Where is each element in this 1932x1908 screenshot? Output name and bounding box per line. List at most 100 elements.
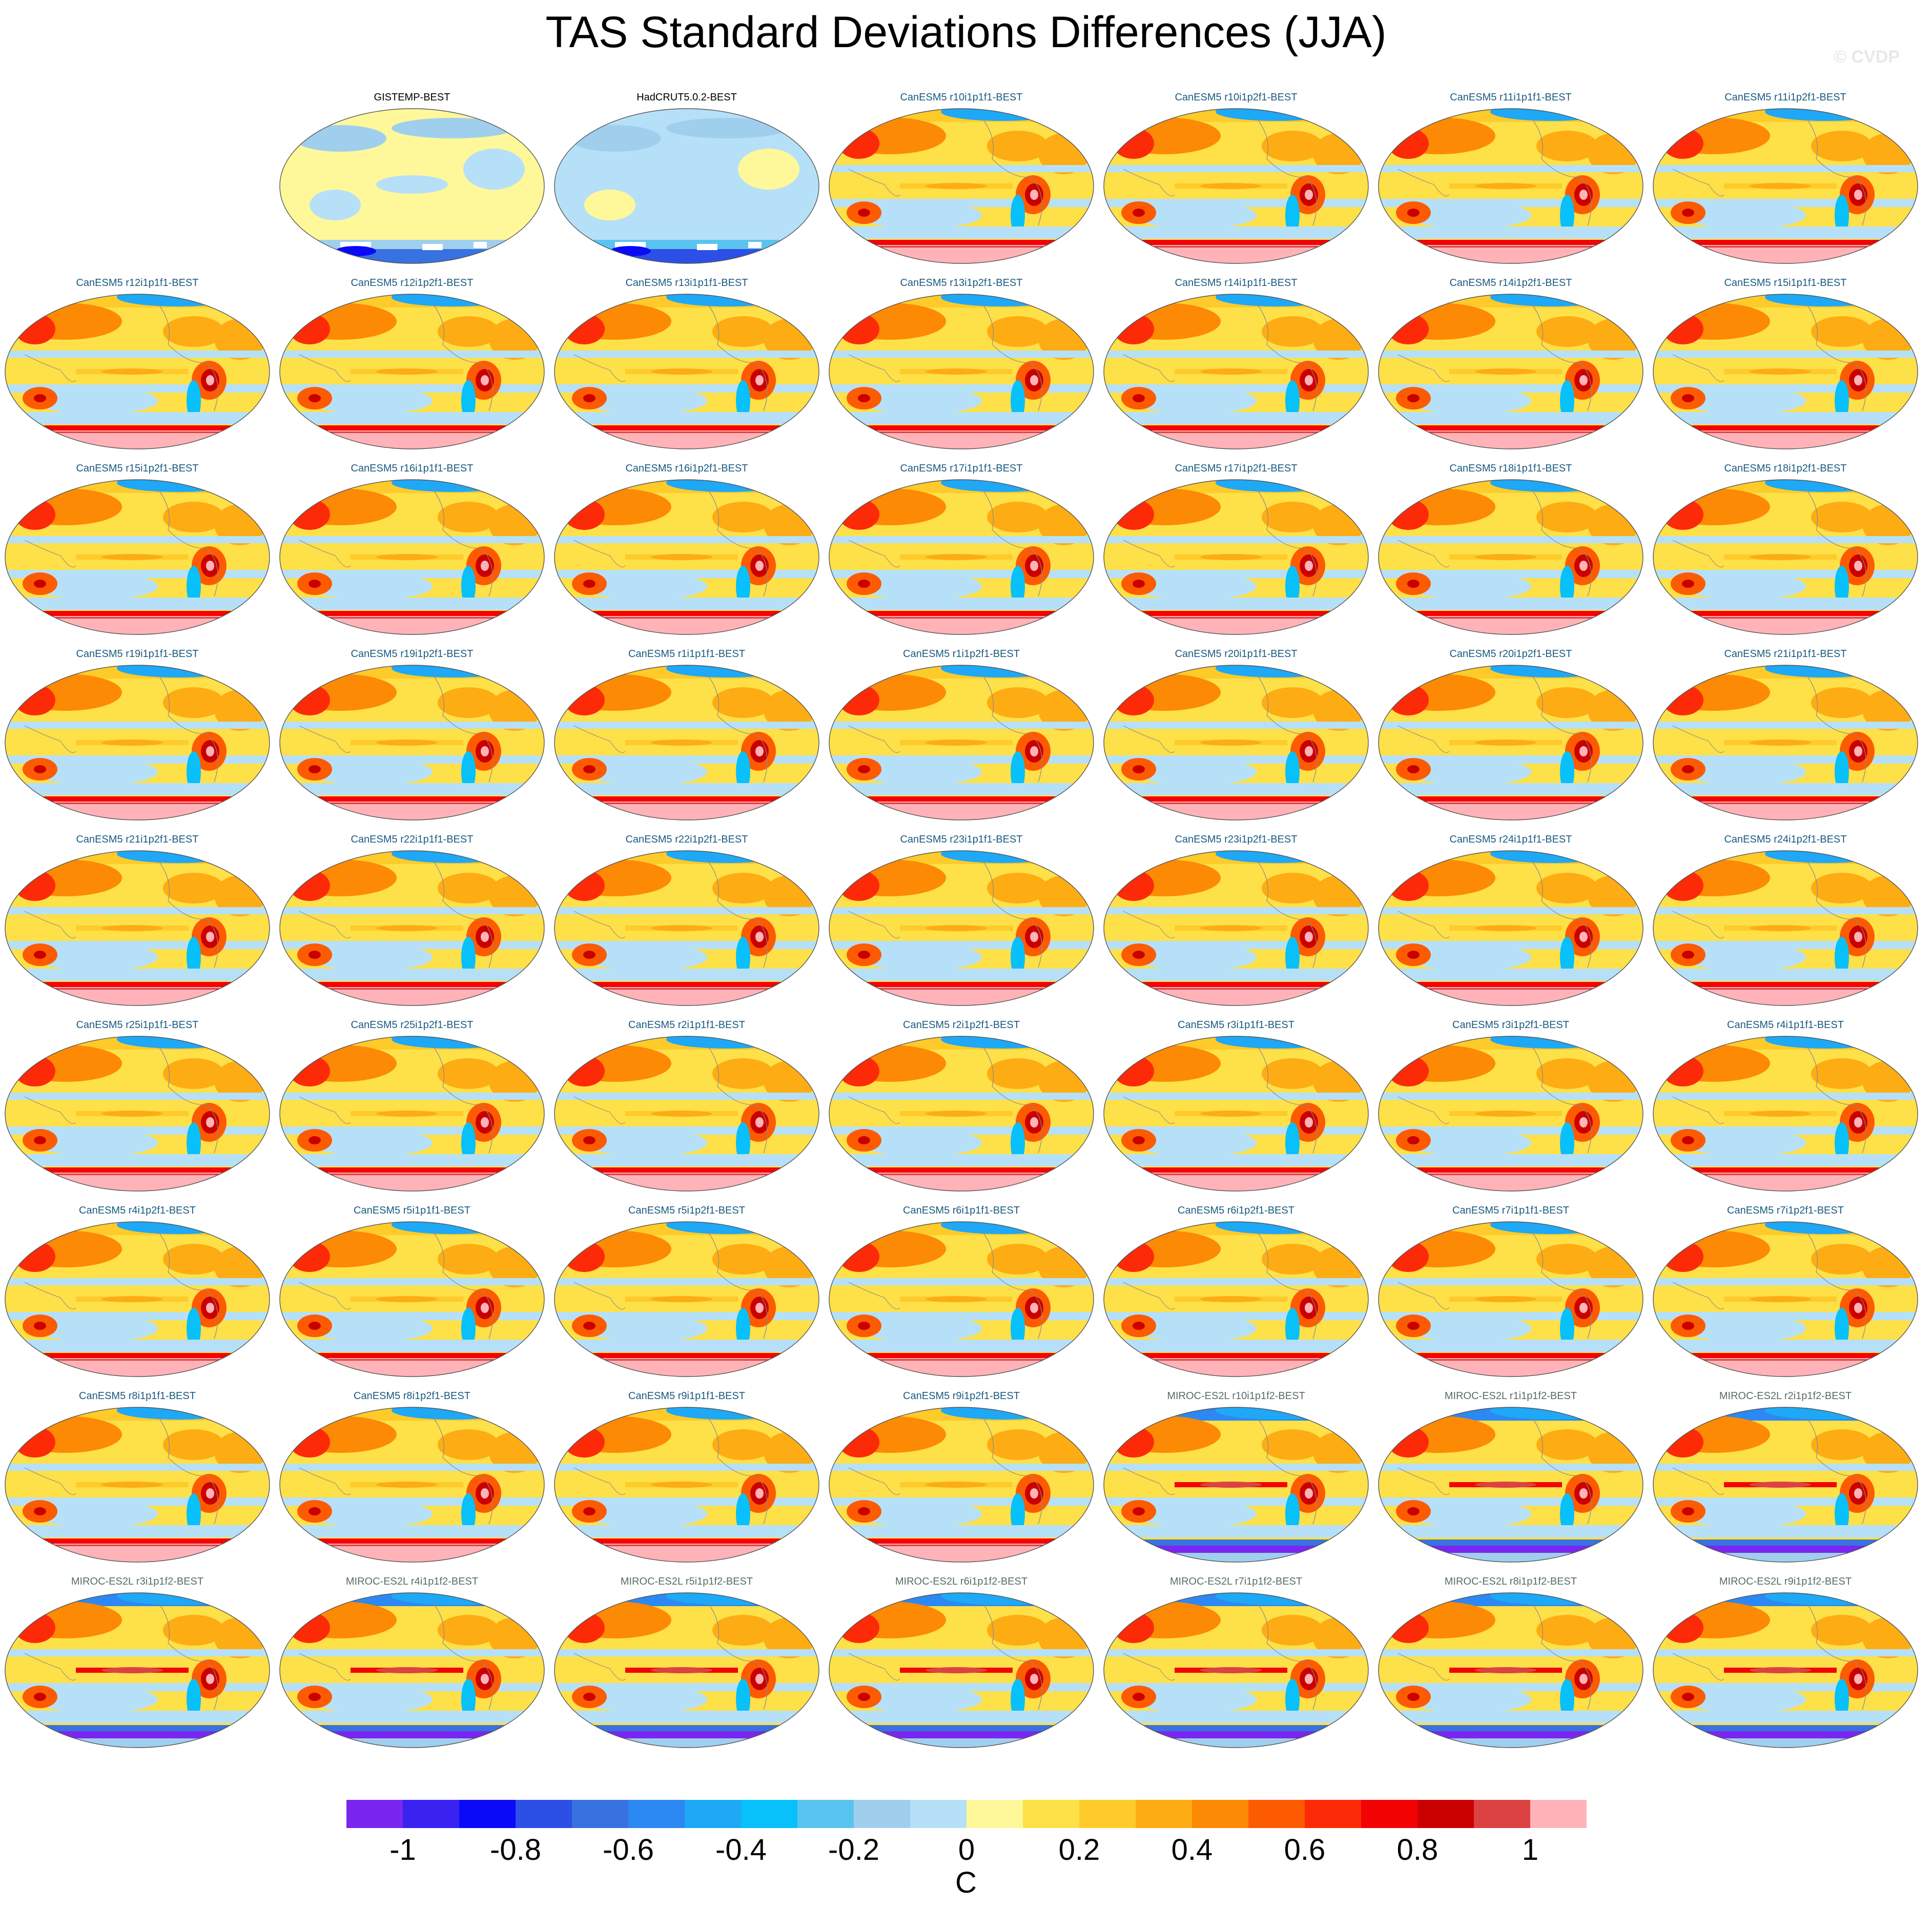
panel-label: CanESM5 r17i1p1f1-BEST [900, 463, 1023, 474]
world-map [829, 1036, 1094, 1192]
map-panel: MIROC-ES2L r4i1p1f2-BEST [275, 1575, 549, 1761]
panel-label: MIROC-ES2L r10i1p1f2-BEST [1167, 1390, 1305, 1402]
map-panel: CanESM5 r10i1p2f1-BEST [1099, 91, 1373, 277]
panel-label: CanESM5 r18i1p1f1-BEST [1449, 463, 1572, 474]
colorbar-swatch [1417, 1800, 1474, 1828]
map-panel: CanESM5 r23i1p2f1-BEST [1099, 833, 1373, 1019]
colorbar-swatch [572, 1800, 628, 1828]
map-panel: CanESM5 r17i1p2f1-BEST [1099, 462, 1373, 648]
colorbar-tick-label: -0.4 [715, 1833, 767, 1866]
panel-label: CanESM5 r5i1p1f1-BEST [354, 1205, 470, 1216]
map-panel: CanESM5 r5i1p1f1-BEST [275, 1204, 549, 1390]
panel-label: CanESM5 r11i1p1f1-BEST [1450, 92, 1572, 103]
colorbar-ticks: -1 -0.8 -0.6 -0.4 -0.2 0 0.2 0.4 0.6 0.8 1 [346, 1833, 1587, 1870]
map-panel: CanESM5 r12i1p1f1-BEST [0, 277, 275, 462]
colorbar-swatch [1305, 1800, 1361, 1828]
map-panel: CanESM5 r18i1p1f1-BEST [1373, 462, 1648, 648]
map-panel: CanESM5 r19i1p2f1-BEST [275, 648, 549, 833]
map-panel: CanESM5 r14i1p2f1-BEST [1373, 277, 1648, 462]
world-map [5, 665, 270, 820]
world-map [1378, 1221, 1643, 1377]
panel-label: CanESM5 r4i1p2f1-BEST [79, 1205, 196, 1216]
panel-label: CanESM5 r1i1p2f1-BEST [903, 648, 1020, 660]
world-map [1378, 1036, 1643, 1192]
panel-label: CanESM5 r14i1p2f1-BEST [1449, 277, 1572, 289]
colorbar-swatch [1079, 1800, 1136, 1828]
panel-label: CanESM5 r24i1p1f1-BEST [1449, 834, 1572, 845]
map-panel: CanESM5 r4i1p1f1-BEST [1648, 1019, 1923, 1204]
world-map [1378, 479, 1643, 635]
world-map [1653, 850, 1918, 1006]
panel-label: MIROC-ES2L r3i1p1f2-BEST [71, 1576, 204, 1587]
world-map [1653, 108, 1918, 264]
world-map [829, 108, 1094, 264]
colorbar-swatch [1361, 1800, 1417, 1828]
world-map [5, 479, 270, 635]
panel-label: MIROC-ES2L r6i1p1f2-BEST [895, 1576, 1028, 1587]
panel-label: CanESM5 r12i1p2f1-BEST [351, 277, 474, 289]
panel-label: MIROC-ES2L r2i1p1f2-BEST [1719, 1390, 1852, 1402]
map-panel: MIROC-ES2L r6i1p1f2-BEST [824, 1575, 1099, 1761]
map-panel: CanESM5 r5i1p2f1-BEST [549, 1204, 824, 1390]
map-panel: CanESM5 r20i1p1f1-BEST [1099, 648, 1373, 833]
panel-label: CanESM5 r1i1p1f1-BEST [628, 648, 745, 660]
colorbar-swatch [1192, 1800, 1248, 1828]
panel-label: CanESM5 r13i1p1f1-BEST [625, 277, 748, 289]
figure-title: TAS Standard Deviations Differences (JJA… [545, 8, 1387, 57]
map-panel: CanESM5 r13i1p2f1-BEST [824, 277, 1099, 462]
world-map [1103, 1407, 1369, 1563]
panel-label: MIROC-ES2L r1i1p1f2-BEST [1444, 1390, 1577, 1402]
map-panel: CanESM5 r11i1p2f1-BEST [1648, 91, 1923, 277]
map-panel: CanESM5 r4i1p2f1-BEST [0, 1204, 275, 1390]
map-panel: CanESM5 r10i1p1f1-BEST [824, 91, 1099, 277]
map-panel: MIROC-ES2L r7i1p1f2-BEST [1099, 1575, 1373, 1761]
colorbar-units: C [955, 1866, 977, 1899]
panel-label: CanESM5 r25i1p2f1-BEST [351, 1019, 474, 1031]
colorbar-swatch [1136, 1800, 1192, 1828]
map-panel: CanESM5 r6i1p1f1-BEST [824, 1204, 1099, 1390]
map-panel-grid: GISTEMP-BEST HadCRUT5.0.2-BEST CanESM5 r10… [0, 91, 1923, 1761]
world-map [279, 108, 545, 264]
world-map [829, 850, 1094, 1006]
colorbar-tick-label: 0.2 [1058, 1833, 1100, 1866]
world-map [279, 1407, 545, 1563]
panel-label: CanESM5 r21i1p1f1-BEST [1724, 648, 1847, 660]
panel-label: CanESM5 r3i1p2f1-BEST [1452, 1019, 1569, 1031]
panel-label: CanESM5 r22i1p1f1-BEST [351, 834, 474, 845]
world-map [1103, 294, 1369, 449]
map-panel: CanESM5 r7i1p2f1-BEST [1648, 1204, 1923, 1390]
colorbar-tick-label: 1 [1522, 1833, 1539, 1866]
colorbar-tick-label: -0.6 [603, 1833, 654, 1866]
map-panel: MIROC-ES2L r3i1p1f2-BEST [0, 1575, 275, 1761]
map-panel: CanESM5 r16i1p1f1-BEST [275, 462, 549, 648]
world-map [829, 665, 1094, 820]
world-map [829, 1592, 1094, 1748]
world-map [1653, 1221, 1918, 1377]
colorbar-swatch [1248, 1800, 1305, 1828]
panel-label: MIROC-ES2L r4i1p1f2-BEST [345, 1576, 479, 1587]
colorbar-swatch [1023, 1800, 1079, 1828]
world-map [1653, 1036, 1918, 1192]
panel-label: GISTEMP-BEST [374, 92, 450, 103]
panel-label: CanESM5 r20i1p2f1-BEST [1449, 648, 1572, 660]
world-map [554, 1221, 819, 1377]
colorbar-swatch [628, 1800, 685, 1828]
panel-label: CanESM5 r21i1p2f1-BEST [76, 834, 199, 845]
map-panel: CanESM5 r15i1p1f1-BEST [1648, 277, 1923, 462]
world-map [554, 1407, 819, 1563]
world-map [1378, 665, 1643, 820]
map-panel: CanESM5 r20i1p2f1-BEST [1373, 648, 1648, 833]
map-panel: CanESM5 r6i1p2f1-BEST [1099, 1204, 1373, 1390]
panel-label: CanESM5 r6i1p2f1-BEST [1178, 1205, 1294, 1216]
map-panel: CanESM5 r11i1p1f1-BEST [1373, 91, 1648, 277]
panel-label: CanESM5 r8i1p2f1-BEST [354, 1390, 470, 1402]
map-panel: HadCRUT5.0.2-BEST [549, 91, 824, 277]
panel-label: CanESM5 r7i1p2f1-BEST [1727, 1205, 1844, 1216]
map-panel: CanESM5 r2i1p1f1-BEST [549, 1019, 824, 1204]
colorbar-tick-label: -1 [389, 1833, 416, 1866]
map-panel: CanESM5 r14i1p1f1-BEST [1099, 277, 1373, 462]
colorbar-swatch [967, 1800, 1023, 1828]
panel-label: MIROC-ES2L r7i1p1f2-BEST [1169, 1576, 1303, 1587]
colorbar-swatch [685, 1800, 741, 1828]
panel-label: CanESM5 r23i1p1f1-BEST [900, 834, 1023, 845]
